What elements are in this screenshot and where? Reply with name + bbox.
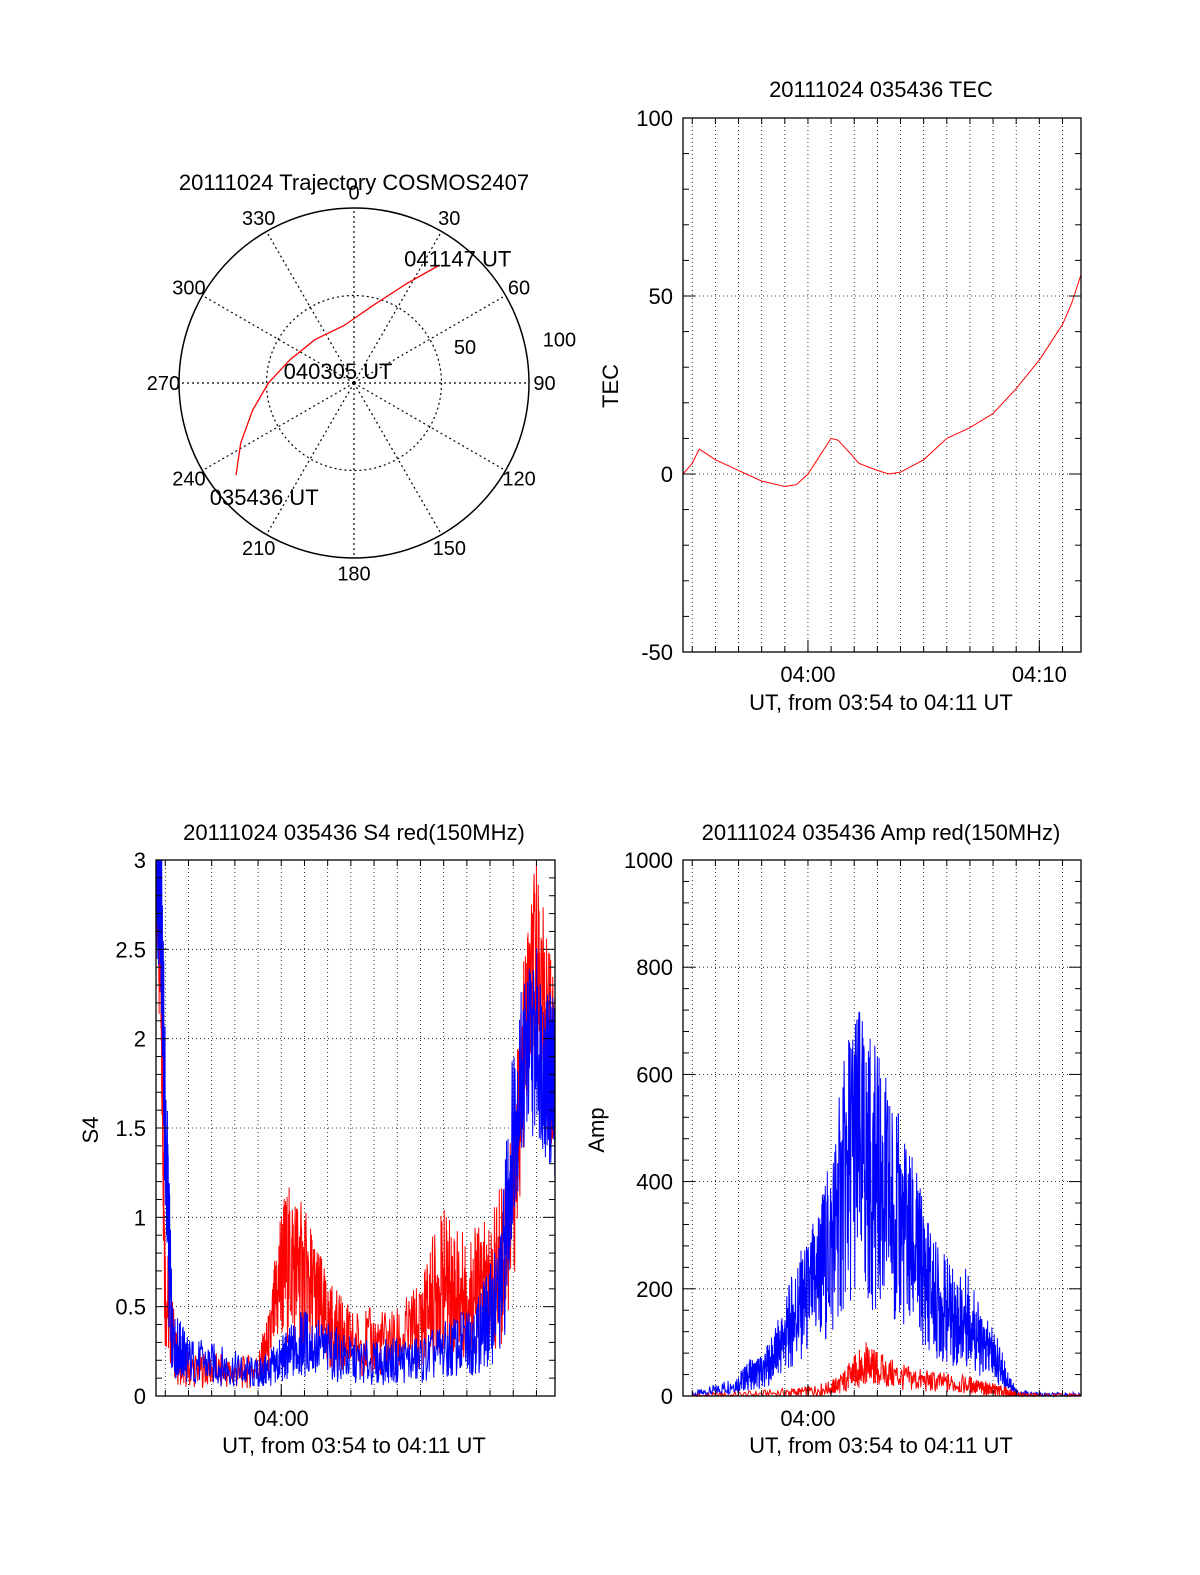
tec-ylabel: TEC: [598, 364, 623, 408]
azimuth-label-210: 210: [242, 538, 275, 560]
polar-outer-circle: [178, 207, 530, 559]
azimuth-label-60: 60: [508, 278, 530, 300]
polar-labels: 0 30 60 90 120 150 180 210 240 270 300 330 50 100: [147, 182, 576, 585]
y-tick-label: 0: [661, 1384, 673, 1409]
tec-plot-body: 04:00 04:10 -50 0 50 100: [636, 106, 1082, 687]
blue-trace: [155, 859, 556, 1387]
amp-title: 20111024 035436 Amp red(150MHz): [702, 820, 1061, 845]
tec-xlabel: UT, from 03:54 to 04:11 UT: [749, 690, 1013, 715]
azimuth-label-180: 180: [337, 564, 370, 586]
y-tick-label: 0: [134, 1384, 146, 1409]
polar-spoke-330: [265, 231, 355, 384]
y-tick-label: 50: [649, 284, 673, 309]
tec-title: 20111024 035436 TEC: [769, 77, 993, 102]
polar-spoke-30: [353, 231, 443, 384]
azimuth-label-0: 0: [348, 182, 359, 204]
y-tick-label: -50: [641, 640, 673, 665]
polar-spoke-150: [353, 382, 443, 535]
trajectory-time-label-0: 041147 UT: [404, 246, 511, 271]
y-tick-label: 2.5: [115, 937, 146, 962]
y-tick-label: 200: [636, 1277, 673, 1302]
y-tick-label: 1: [134, 1205, 146, 1230]
polar-spoke-300: [202, 294, 355, 384]
plot-frame: [682, 859, 1082, 1397]
s4-plot: 20111024 035436 S4 red(150MHz) UT, from …: [78, 820, 556, 1458]
polar-title: 20111024 Trajectory COSMOS2407: [179, 170, 529, 195]
trajectory-time-label-1: 040305 UT: [284, 359, 393, 384]
azimuth-label-300: 300: [172, 278, 205, 300]
y-tick-label: 1000: [624, 848, 673, 873]
y-tick-label: 3: [134, 848, 146, 873]
polar-spoke-210: [265, 382, 355, 535]
x-tick-label: 04:00: [254, 1406, 309, 1431]
s4-plot-body: 04:00 0 0.5 1 1.5 2 2.5 3: [115, 848, 556, 1431]
azimuth-label-270: 270: [147, 373, 180, 395]
polar-ring-0: [265, 294, 443, 472]
s4-title: 20111024 035436 S4 red(150MHz): [183, 820, 525, 845]
polar-spoke-240: [202, 382, 355, 472]
azimuth-label-330: 330: [242, 208, 275, 230]
y-tick-label: 100: [636, 106, 673, 131]
y-tick-label: 400: [636, 1170, 673, 1195]
trajectory-time-label-2: 035436 UT: [210, 485, 319, 510]
polar-spoke-60: [353, 294, 506, 384]
y-tick-label: 1.5: [115, 1116, 146, 1141]
red-trace: [155, 859, 556, 1389]
trajectory-path: [235, 264, 441, 476]
azimuth-label-30: 30: [438, 208, 460, 230]
blue-trace: [691, 1011, 1082, 1398]
s4-ylabel: S4: [78, 1117, 103, 1144]
polar-spoke-120: [353, 382, 506, 472]
s4-xlabel: UT, from 03:54 to 04:11 UT: [222, 1433, 486, 1458]
x-tick-label: 04:00: [780, 662, 835, 687]
tec-plot: 20111024 035436 TEC UT, from 03:54 to 04…: [598, 77, 1082, 715]
plot-frame: [682, 117, 1082, 653]
y-tick-label: 0: [661, 462, 673, 487]
amp-xlabel: UT, from 03:54 to 04:11 UT: [749, 1433, 1013, 1458]
series-trace: [682, 274, 1082, 488]
amp-plot: 20111024 035436 Amp red(150MHz) UT, from…: [584, 820, 1082, 1458]
elevation-label-50: 50: [454, 337, 476, 359]
polar-grid: [178, 207, 530, 559]
x-tick-label: 04:10: [1012, 662, 1067, 687]
y-tick-label: 0.5: [115, 1295, 146, 1320]
azimuth-label-90: 90: [533, 373, 555, 395]
y-tick-label: 600: [636, 1062, 673, 1087]
azimuth-label-240: 240: [172, 468, 205, 490]
trajectory-annotations: 041147 UT 040305 UT 035436 UT: [210, 246, 512, 510]
azimuth-label-120: 120: [502, 468, 535, 490]
x-tick-label: 04:00: [780, 1406, 835, 1431]
trajectory-polar-plot: 20111024 Trajectory COSMOS2407 0 30 60 90 12…: [147, 170, 576, 586]
elevation-label-100: 100: [543, 329, 576, 351]
trajectory-line: [235, 264, 441, 476]
y-tick-label: 2: [134, 1027, 146, 1052]
azimuth-label-150: 150: [433, 538, 466, 560]
amp-plot-body: 04:00 0 200 400 600 800 1000: [624, 848, 1082, 1431]
y-tick-label: 800: [636, 955, 673, 980]
amp-ylabel: Amp: [584, 1107, 609, 1152]
